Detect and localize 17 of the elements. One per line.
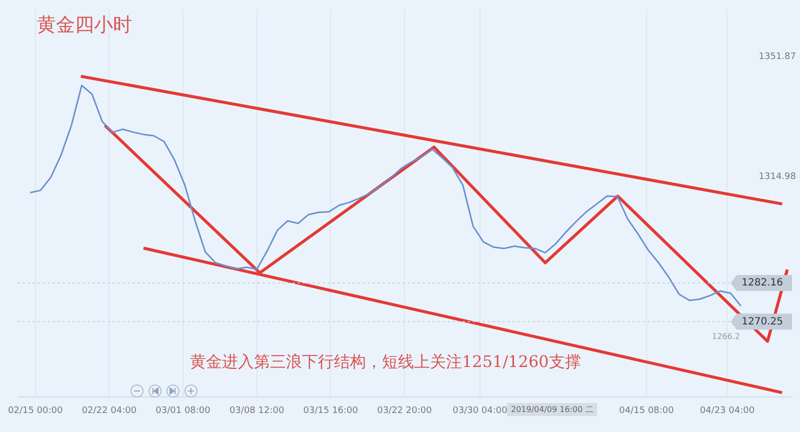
x-tick-label: 02/22 04:00 — [82, 406, 137, 416]
ref-line-label: 1282.16 — [742, 278, 784, 289]
x-tick-label: 03/22 20:00 — [377, 406, 432, 416]
annotation: 黄金进入第三浪下行结构，短线上关注1251/1260支撑 — [190, 352, 581, 373]
x-tick-label: 04/23 04:00 — [700, 406, 755, 416]
x-tick-label: 04/15 08:00 — [619, 406, 674, 416]
x-tick-label: 02/15 00:00 — [8, 406, 64, 416]
y-tick-label: 1351.87 — [758, 52, 796, 62]
x-tick-label: 03/30 04:00 — [452, 406, 508, 416]
x-tick-label: 03/15 16:00 — [303, 406, 358, 416]
x-tick-label: 03/01 08:00 — [156, 406, 211, 416]
y-tick-label: 1314.98 — [758, 172, 796, 182]
x-tick-label: 03/08 12:00 — [229, 406, 284, 416]
text: 2019/04/09 16:00 二 — [507, 403, 598, 416]
chart-title: 黄金四小时 — [37, 13, 132, 38]
annotation: 1266.2 — [712, 332, 740, 341]
ref-line-label: 1270.25 — [742, 316, 784, 328]
